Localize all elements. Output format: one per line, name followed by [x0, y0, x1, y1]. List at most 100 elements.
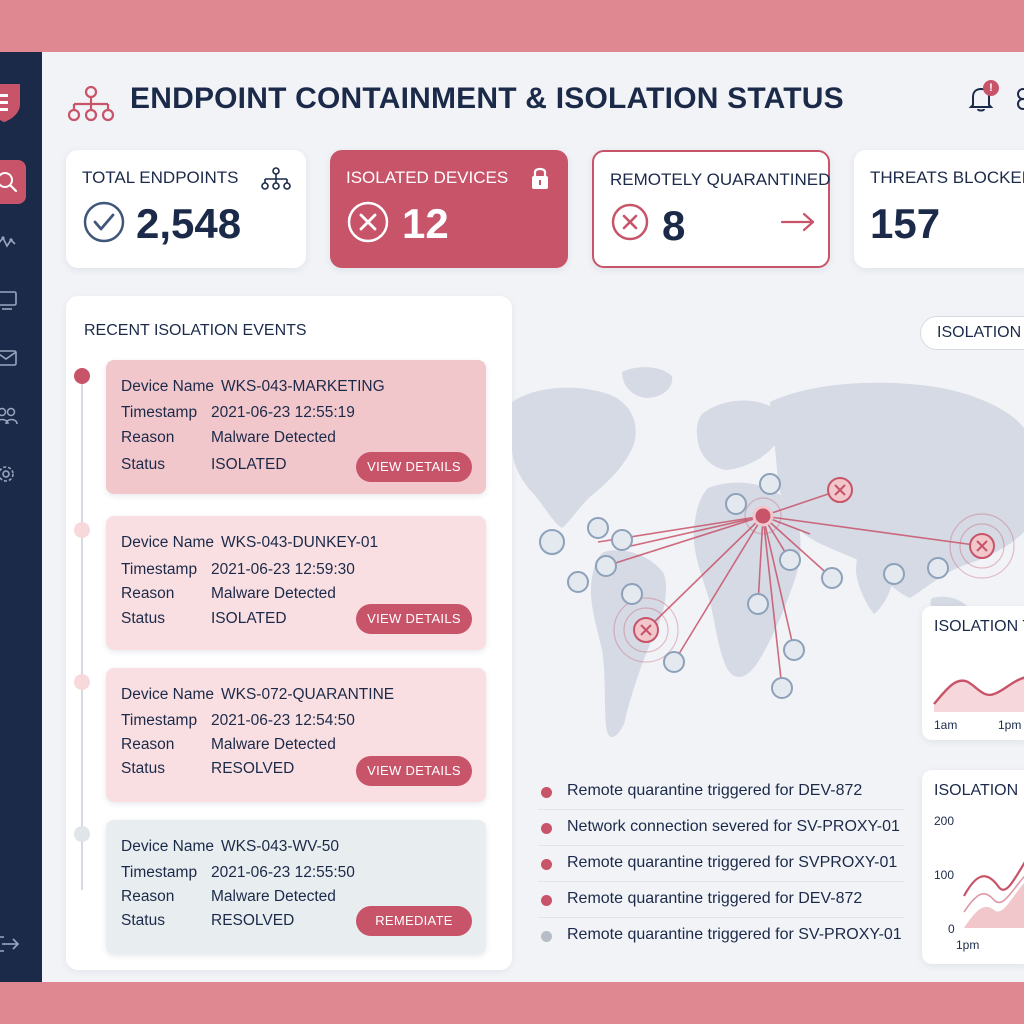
status-dot [541, 787, 552, 798]
event-reason: Malware Detected [211, 585, 336, 602]
activity-text: Remote quarantine triggered for SV-PROXY… [567, 926, 902, 943]
sidebar [0, 52, 42, 982]
x-tick-label: 1pm [956, 938, 980, 952]
stat-value: 2,548 [136, 200, 242, 247]
event-card[interactable]: Device Name WKS-043-MARKETING Timestamp 20… [106, 360, 486, 494]
isolation-filter-button[interactable]: ISOLATION [920, 316, 1024, 350]
x-tick-label: 1am [934, 718, 958, 732]
isolation-volume-card[interactable]: ISOLATION 200 100 0 1pm [922, 770, 1024, 964]
device-name: WKS-043-DUNKEY-01 [221, 534, 379, 551]
activity-text: Network connection severed for SV-PROXY-… [567, 818, 900, 835]
lock-icon [528, 164, 552, 197]
field-label: Status [121, 610, 165, 627]
field-label: Device Name [121, 534, 215, 551]
list-item[interactable]: Remote quarantine triggered for DEV-872 [538, 882, 904, 918]
event-status: RESOLVED [211, 912, 295, 929]
y-tick-label: 200 [934, 814, 955, 828]
users-icon [0, 407, 18, 425]
isolation-trend-card[interactable]: ISOLATION T 1am 1pm [922, 606, 1024, 740]
event-card[interactable]: Device Name WKS-043-DUNKEY-01 Timestamp 20… [106, 516, 486, 650]
page-title: ENDPOINT CONTAINMENT & ISOLATION STATUS [130, 82, 844, 115]
x-tick-label: 1pm [998, 718, 1022, 732]
stat-card-remotely-quarantined[interactable]: REMOTELY QUARANTINED 8 [592, 150, 830, 268]
event-timestamp: 2021-06-23 12:55:50 [211, 864, 355, 881]
x-circle-icon [610, 202, 650, 247]
timeline-dot [74, 368, 90, 384]
timeline-dot [74, 522, 90, 538]
stat-card-threats-blocked[interactable]: THREATS BLOCKED 157 [854, 150, 1024, 268]
event-timestamp: 2021-06-23 12:59:30 [211, 561, 355, 578]
event-status: ISOLATED [211, 610, 287, 627]
check-circle-icon [82, 200, 126, 249]
network-activity-icon [0, 236, 16, 248]
event-timestamp: 2021-06-23 12:55:19 [211, 404, 355, 421]
device-name: WKS-043-WV-50 [221, 838, 340, 855]
pulse-rings [613, 497, 1015, 663]
activity-text: Remote quarantine triggered for DEV-872 [567, 890, 863, 907]
field-label: Status [121, 912, 165, 929]
stat-card-isolated-devices[interactable]: ISOLATED DEVICES 12 [330, 150, 568, 268]
stat-label: REMOTELY QUARANTINED [610, 170, 831, 189]
dashboard-window: ENDPOINT CONTAINMENT & ISOLATION STATUS … [0, 52, 1024, 982]
view-details-button[interactable]: VIEW DETAILS [356, 756, 472, 786]
notification-badge: ! [983, 80, 999, 96]
field-label: Device Name [121, 378, 215, 395]
y-tick-label: 100 [934, 868, 955, 882]
event-reason: Malware Detected [211, 888, 336, 905]
threat-markers[interactable] [633, 477, 995, 643]
event-card[interactable]: Device Name WKS-043-WV-50 Timestamp 2021-0… [106, 820, 486, 954]
activity-text: Remote quarantine triggered for SVPROXY-… [567, 854, 898, 871]
event-status: ISOLATED [211, 456, 287, 473]
status-dot [541, 823, 552, 834]
stat-label: TOTAL ENDPOINTS [82, 168, 239, 187]
field-label: Timestamp [121, 561, 198, 578]
logout-icon [0, 936, 20, 952]
field-label: Status [121, 456, 165, 473]
event-card[interactable]: Device Name WKS-072-QUARANTINE Timestamp 2… [106, 668, 486, 802]
sidebar-item-settings[interactable] [0, 456, 30, 492]
field-label: Timestamp [121, 404, 198, 421]
device-name: WKS-043-MARKETING [221, 378, 385, 395]
activity-text: Remote quarantine triggered for DEV-872 [567, 782, 863, 799]
stat-value: 8 [662, 202, 686, 249]
field-label: Reason [121, 585, 175, 602]
field-label: Reason [121, 736, 175, 753]
sidebar-item-mail[interactable] [0, 340, 30, 376]
remediate-button[interactable]: REMEDIATE [356, 906, 472, 936]
bell-icon[interactable] [966, 84, 996, 119]
list-item[interactable]: Network connection severed for SV-PROXY-… [538, 810, 904, 846]
chart-title: ISOLATION [934, 782, 1019, 799]
sidebar-item-devices[interactable] [0, 282, 30, 318]
search-icon [0, 172, 18, 193]
status-dot [541, 895, 552, 906]
status-dot [541, 931, 552, 942]
event-timestamp: 2021-06-23 12:54:50 [211, 712, 355, 729]
volume-area-chart [963, 861, 1024, 928]
hub-node [752, 505, 774, 527]
sidebar-item-search[interactable] [0, 160, 26, 204]
y-tick-label: 0 [948, 922, 955, 936]
timeline-dot [74, 826, 90, 842]
sidebar-item-network[interactable] [0, 224, 30, 260]
arrow-right-icon[interactable] [780, 210, 816, 239]
stat-card-total-endpoints[interactable]: TOTAL ENDPOINTS 2,548 [66, 150, 306, 268]
field-label: Timestamp [121, 864, 198, 881]
panel-title: RECENT ISOLATION EVENTS [84, 322, 307, 339]
sidebar-item-logout[interactable] [0, 926, 30, 962]
view-details-button[interactable]: VIEW DETAILS [356, 604, 472, 634]
logo-shield-icon [0, 80, 24, 124]
list-item[interactable]: Remote quarantine triggered for SV-PROXY… [538, 918, 904, 954]
list-item[interactable]: Remote quarantine triggered for DEV-872 [538, 774, 904, 810]
list-item[interactable]: Remote quarantine triggered for SVPROXY-… [538, 846, 904, 882]
view-details-button[interactable]: VIEW DETAILS [356, 452, 472, 482]
timeline-line [81, 378, 83, 890]
status-dot [541, 859, 552, 870]
sidebar-item-users[interactable] [0, 398, 30, 434]
field-label: Reason [121, 888, 175, 905]
recent-isolation-events-panel: RECENT ISOLATION EVENTS Device Name WKS-0… [66, 296, 512, 970]
activity-feed: Remote quarantine triggered for DEV-872 … [538, 774, 908, 974]
settings-icon[interactable] [1014, 86, 1024, 117]
event-reason: Malware Detected [211, 736, 336, 753]
field-label: Timestamp [121, 712, 198, 729]
stat-value: 12 [402, 200, 449, 247]
